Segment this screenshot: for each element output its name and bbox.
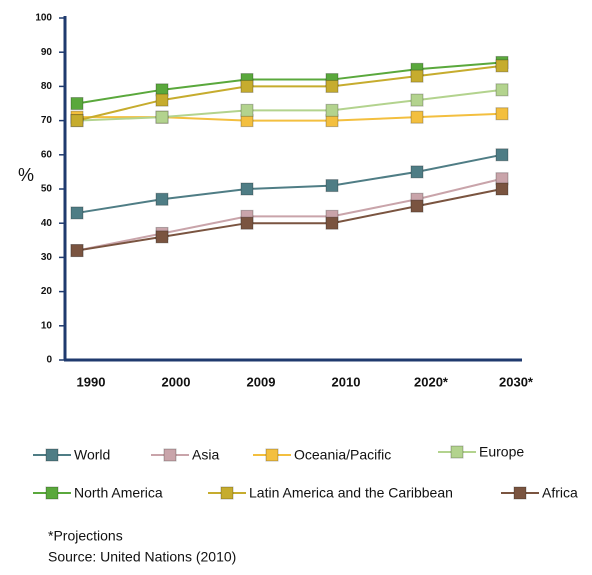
- legend-marker: [513, 486, 527, 500]
- x-tick-label: 2000: [162, 374, 191, 389]
- y-tick-label: 70: [41, 115, 53, 126]
- series-line: [76, 153, 503, 214]
- data-point: [240, 216, 254, 230]
- data-point: [70, 244, 84, 258]
- data-point: [70, 97, 84, 110]
- data-point: [70, 114, 84, 128]
- y-tick-label: 40: [41, 218, 53, 229]
- x-tick-label: 1990: [77, 374, 106, 389]
- data-point: [240, 79, 254, 93]
- data-point: [240, 182, 254, 196]
- x-tick-label: 2009: [247, 374, 276, 389]
- y-tick-label: 80: [41, 81, 53, 92]
- data-point: [495, 59, 509, 73]
- series-line: [76, 61, 503, 105]
- data-point: [70, 206, 84, 220]
- data-point: [325, 79, 339, 93]
- legend-label: North America: [74, 485, 163, 501]
- data-point: [410, 69, 424, 83]
- data-point: [495, 182, 509, 196]
- y-tick-label: 0: [46, 355, 52, 366]
- legend-label: Africa: [542, 485, 578, 501]
- data-point: [155, 93, 169, 107]
- legend-label: Oceania/Pacific: [294, 447, 391, 463]
- series-line: [76, 177, 503, 252]
- y-tick-label: 10: [41, 320, 53, 331]
- x-tick-label: 2020*: [414, 374, 449, 389]
- data-point: [410, 199, 424, 213]
- x-tick-label: 2010: [332, 374, 361, 389]
- data-point: [495, 107, 509, 121]
- note: *Projections: [48, 528, 123, 544]
- series-line: [76, 88, 503, 122]
- data-point: [155, 110, 169, 124]
- data-point: [495, 148, 509, 162]
- legend-marker: [220, 486, 234, 500]
- data-point: [410, 110, 424, 124]
- data-point: [155, 230, 169, 244]
- legend-marker: [45, 486, 59, 500]
- legend-marker: [163, 448, 177, 462]
- series-line: [76, 64, 503, 122]
- y-tick-label: 50: [41, 184, 53, 195]
- y-tick-label: 90: [41, 47, 53, 58]
- y-tick-label: 30: [41, 252, 53, 263]
- data-point: [325, 179, 339, 193]
- data-point: [325, 216, 339, 230]
- source: Source: United Nations (2010): [48, 549, 236, 565]
- y-tick-label: 60: [41, 149, 53, 160]
- x-tick-label: 2030*: [499, 374, 534, 389]
- legend-marker: [45, 448, 59, 462]
- legend-label: World: [74, 447, 110, 463]
- legend-marker: [265, 448, 279, 462]
- series-line: [76, 188, 503, 252]
- legend-label: Europe: [479, 444, 524, 460]
- legend-label: Latin America and the Caribbean: [249, 485, 453, 501]
- data-point: [410, 93, 424, 107]
- data-point: [325, 103, 339, 117]
- y-axis-label: %: [18, 165, 34, 185]
- data-point: [495, 83, 509, 97]
- y-tick-label: 100: [35, 13, 52, 24]
- data-point: [155, 192, 169, 206]
- legend-label: Asia: [192, 447, 219, 463]
- legend-marker: [450, 445, 464, 459]
- data-point: [240, 103, 254, 117]
- y-tick-label: 20: [41, 286, 53, 297]
- data-point: [410, 165, 424, 179]
